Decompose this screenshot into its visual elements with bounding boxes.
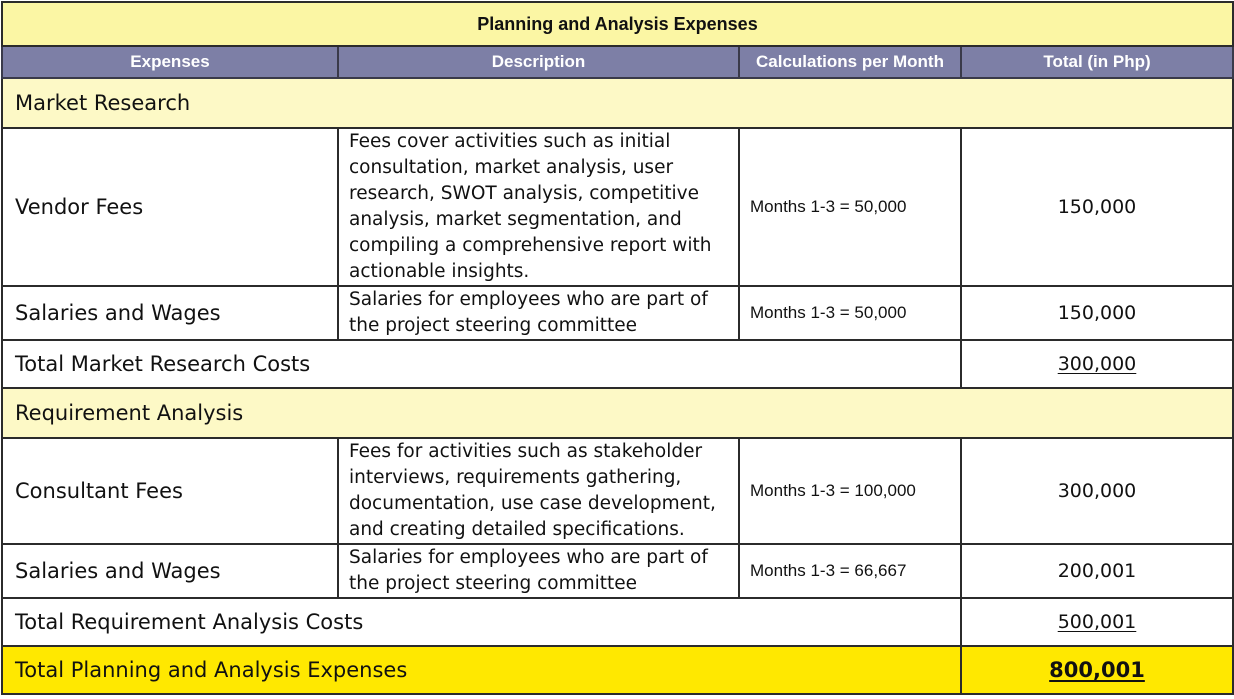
section-header-row: Requirement Analysis	[1, 387, 1234, 439]
expense-description: Fees for activities such as stakeholder …	[337, 437, 740, 545]
subtotal-label: Total Requirement Analysis Costs	[1, 597, 962, 647]
section-title: Market Research	[1, 77, 1234, 129]
subtotal-label: Total Market Research Costs	[1, 339, 962, 389]
expense-description: Salaries for employees who are part of t…	[337, 285, 740, 341]
column-header-calculations: Calculations per Month	[738, 45, 962, 79]
expense-calculation: Months 1-3 = 50,000	[738, 127, 962, 287]
column-header-total: Total (in Php)	[960, 45, 1234, 79]
grand-total-row: Total Planning and Analysis Expenses 800…	[1, 645, 1234, 695]
expense-name: Salaries and Wages	[1, 285, 339, 341]
subtotal-row: Total Market Research Costs 300,000	[1, 339, 1234, 389]
column-header-row: Expenses Description Calculations per Mo…	[1, 45, 1234, 79]
expense-description: Fees cover activities such as initial co…	[337, 127, 740, 287]
expense-total: 150,000	[960, 285, 1234, 341]
table-title-row: Planning and Analysis Expenses	[1, 1, 1234, 47]
column-header-description: Description	[337, 45, 740, 79]
subtotal-amount: 300,000	[1057, 353, 1137, 375]
expense-total: 150,000	[960, 127, 1234, 287]
table-title: Planning and Analysis Expenses	[1, 1, 1234, 47]
table-row: Salaries and Wages Salaries for employee…	[1, 285, 1234, 341]
grand-total-label: Total Planning and Analysis Expenses	[1, 645, 962, 695]
subtotal-row: Total Requirement Analysis Costs 500,001	[1, 597, 1234, 647]
table-row: Consultant Fees Fees for activities such…	[1, 437, 1234, 545]
expense-calculation: Months 1-3 = 66,667	[738, 543, 962, 599]
section-header-row: Market Research	[1, 77, 1234, 129]
expense-name: Vendor Fees	[1, 127, 339, 287]
expense-name: Consultant Fees	[1, 437, 339, 545]
subtotal-amount: 500,001	[1057, 611, 1137, 633]
expense-total: 300,000	[960, 437, 1234, 545]
grand-total-amount-cell: 800,001	[960, 645, 1234, 695]
expense-name: Salaries and Wages	[1, 543, 339, 599]
subtotal-amount-cell: 500,001	[960, 597, 1234, 647]
section-title: Requirement Analysis	[1, 387, 1234, 439]
expense-calculation: Months 1-3 = 50,000	[738, 285, 962, 341]
subtotal-amount-cell: 300,000	[960, 339, 1234, 389]
grand-total-amount: 800,001	[1049, 658, 1145, 682]
expense-description: Salaries for employees who are part of t…	[337, 543, 740, 599]
expense-calculation: Months 1-3 = 100,000	[738, 437, 962, 545]
table-row: Salaries and Wages Salaries for employee…	[1, 543, 1234, 599]
column-header-expenses: Expenses	[1, 45, 339, 79]
expense-total: 200,001	[960, 543, 1234, 599]
table-row: Vendor Fees Fees cover activities such a…	[1, 127, 1234, 287]
